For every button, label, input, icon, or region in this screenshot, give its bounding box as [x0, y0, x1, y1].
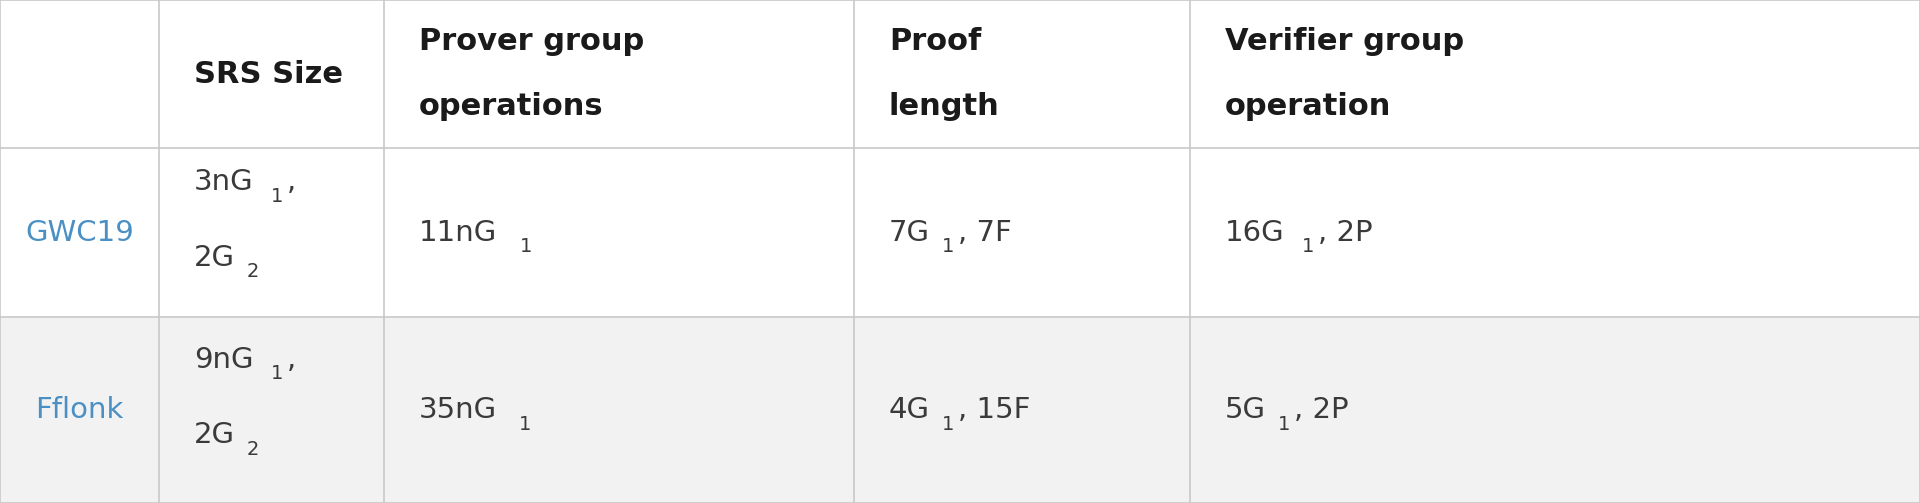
Text: 16G: 16G	[1225, 219, 1284, 246]
Text: 1: 1	[271, 364, 282, 383]
Text: 2G: 2G	[194, 244, 234, 272]
Text: 7G: 7G	[889, 219, 929, 246]
Text: ,: ,	[286, 346, 296, 374]
Text: , 2P: , 2P	[1294, 396, 1348, 424]
Text: length: length	[889, 93, 1000, 121]
Text: Verifier group: Verifier group	[1225, 27, 1465, 56]
Text: 1: 1	[271, 187, 284, 206]
Text: operation: operation	[1225, 93, 1392, 121]
Text: 2: 2	[248, 263, 259, 281]
Text: 2G: 2G	[194, 421, 234, 449]
Text: 3nG: 3nG	[194, 169, 253, 196]
Bar	[0, 148, 1920, 317]
Text: , 2P: , 2P	[1317, 219, 1373, 246]
Text: Prover group: Prover group	[419, 27, 643, 56]
Text: 5G: 5G	[1225, 396, 1265, 424]
Text: 1: 1	[943, 414, 954, 434]
Text: 9nG: 9nG	[194, 346, 253, 374]
Text: 1: 1	[943, 237, 954, 256]
Text: 35nG: 35nG	[419, 396, 497, 424]
Text: 11nG: 11nG	[419, 219, 497, 246]
Text: SRS Size: SRS Size	[194, 60, 344, 89]
Bar	[0, 317, 1920, 503]
Text: Proof: Proof	[889, 27, 981, 56]
Text: 4G: 4G	[889, 396, 929, 424]
Text: 1: 1	[1279, 414, 1290, 434]
Text: operations: operations	[419, 93, 603, 121]
Text: 2: 2	[248, 440, 259, 459]
Text: , 7F: , 7F	[958, 219, 1012, 246]
Text: 1: 1	[520, 237, 532, 256]
Text: Fflonk: Fflonk	[35, 396, 125, 424]
Text: 1: 1	[520, 414, 532, 434]
Text: GWC19: GWC19	[25, 219, 134, 246]
Text: 1: 1	[1302, 237, 1315, 256]
Text: ,: ,	[286, 169, 296, 196]
Text: , 15F: , 15F	[958, 396, 1031, 424]
